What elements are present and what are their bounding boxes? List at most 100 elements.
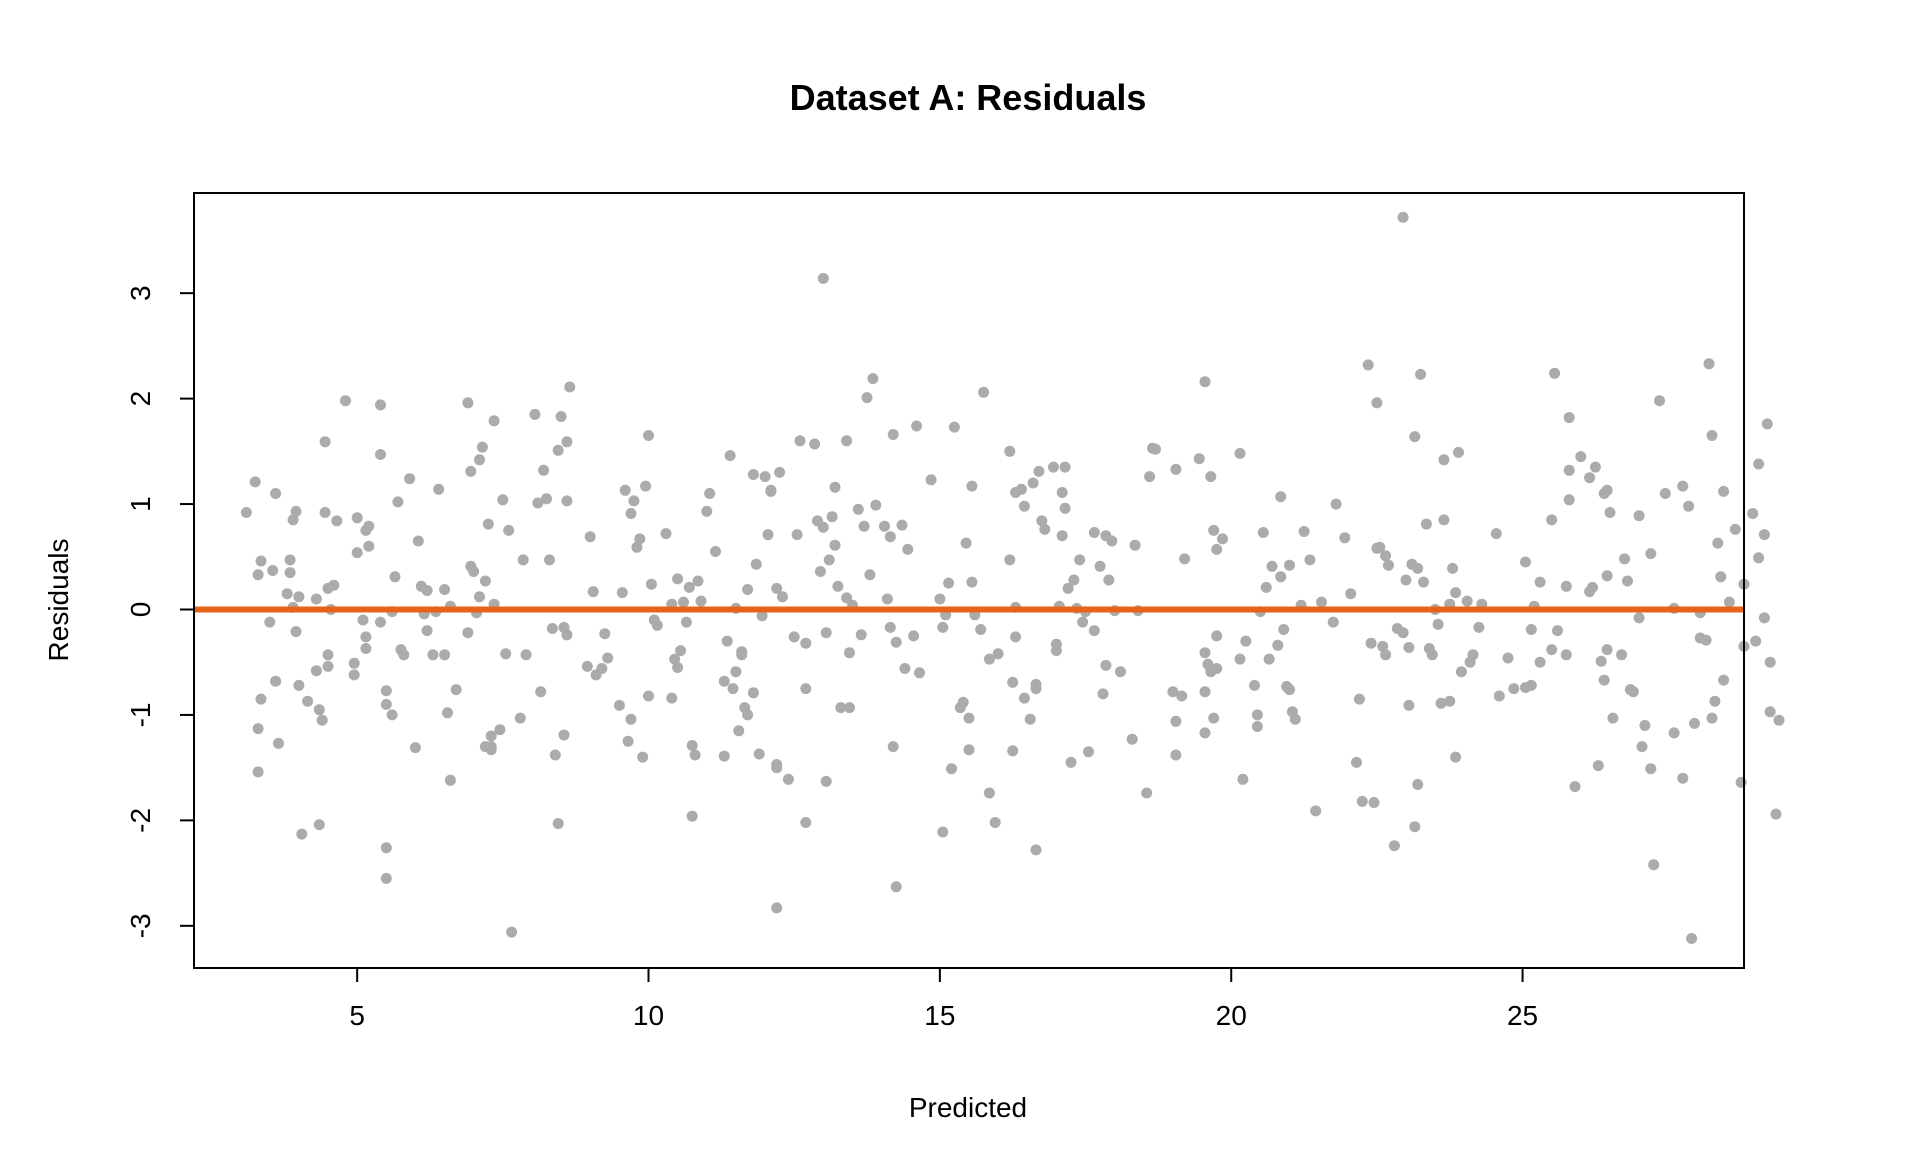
data-point [1010,631,1022,643]
data-point [313,819,325,831]
data-point [1569,781,1581,793]
data-point [890,636,902,648]
data-point [1438,514,1450,526]
data-point [240,507,252,518]
data-point [319,507,331,518]
data-point [281,588,293,600]
data-point [983,787,995,799]
data-point [937,621,949,633]
data-point [442,707,453,719]
data-point [884,621,896,633]
data-point [1115,666,1126,678]
data-point [1027,477,1039,489]
data-point [721,635,733,647]
data-point [683,581,695,593]
data-point [765,485,777,497]
data-point [946,763,957,775]
data-point [1059,461,1071,473]
data-point [581,660,593,672]
data-point [724,450,736,462]
data-point [1455,666,1467,678]
data-point [1179,553,1191,565]
data-point [829,481,841,493]
data-point [273,737,284,749]
data-point [817,521,829,533]
data-point [544,554,555,566]
data-point [645,578,657,590]
data-point [925,474,937,486]
data-point [252,723,264,735]
data-point [809,438,821,450]
data-point [1604,507,1616,518]
data-point [1715,571,1727,583]
data-point [1004,445,1016,457]
data-point [788,631,800,643]
data-point [465,465,477,477]
data-point [351,512,363,524]
data-point [1383,559,1394,571]
data-point [1639,720,1651,731]
data-point [357,614,369,626]
data-point [750,558,762,570]
data-point [1677,480,1689,492]
data-point [1257,527,1269,538]
data-point [1018,500,1030,512]
data-point [675,645,687,657]
chart-title: Dataset A: Residuals [790,77,1147,118]
data-point [1490,528,1502,540]
data-point [1549,367,1561,379]
data-point [1592,760,1604,772]
data-point [1729,523,1741,535]
data-point [934,593,946,605]
data-point [1627,686,1639,698]
data-point [398,649,410,661]
data-point [412,535,424,547]
data-point [1750,635,1762,647]
data-point [1088,625,1100,637]
data-point [409,742,421,754]
data-point [532,497,544,509]
data-point [1024,713,1036,725]
data-point [1278,624,1290,635]
data-point [1310,805,1322,817]
data-point [689,749,701,761]
data-point [937,826,949,838]
data-point [310,593,322,605]
data-point [902,543,914,555]
data-point [966,576,978,588]
data-point [255,693,267,705]
data-point [1056,487,1068,498]
data-point [255,555,267,567]
data-point [535,686,547,698]
data-point [476,441,488,453]
data-point [1525,679,1537,691]
data-point [1284,684,1295,696]
data-point [1575,451,1587,463]
data-point [348,669,360,681]
data-point [485,730,497,742]
data-point [1467,649,1479,661]
data-point [669,653,681,665]
data-point [331,515,343,527]
data-point [771,902,783,914]
y-tick-label: 3 [125,285,156,301]
data-point [302,695,314,707]
data-point [864,569,876,581]
data-point [284,567,296,579]
data-point [1062,582,1074,594]
data-point [450,684,462,696]
data-point [1677,772,1689,784]
data-point [672,573,684,585]
data-point [264,616,276,628]
data-point [363,520,375,532]
y-tick-label: -1 [125,702,156,727]
data-point [914,667,925,679]
data-point [363,540,375,552]
data-point [957,696,969,708]
data-point [890,881,902,893]
data-point [1388,840,1400,852]
data-point [747,687,759,699]
data-point [1409,821,1421,833]
data-point [800,637,812,649]
data-point [1208,712,1220,724]
